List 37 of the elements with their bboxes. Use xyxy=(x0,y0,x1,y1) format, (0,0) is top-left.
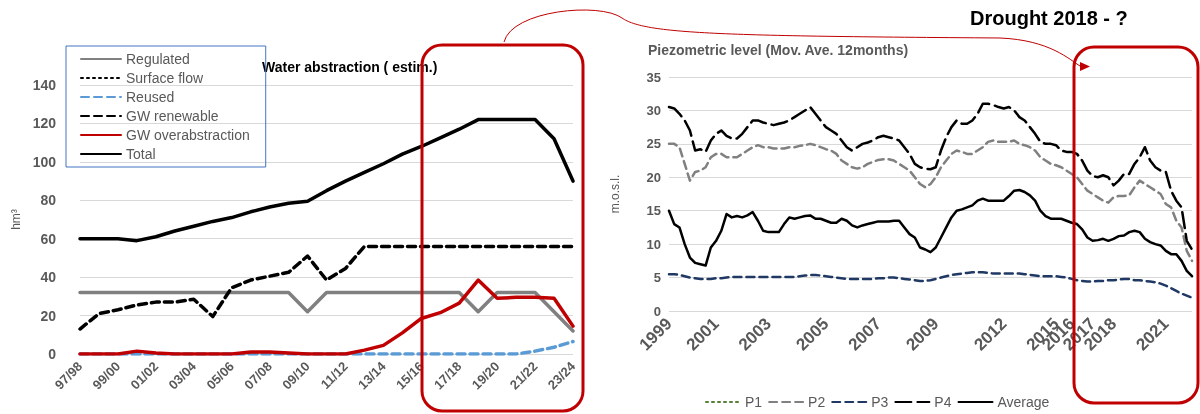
line-series xyxy=(667,139,1194,263)
y-axis-title: hm³ xyxy=(8,209,23,230)
legend-label: Total xyxy=(126,146,156,162)
legend-label: GW renewable xyxy=(126,108,219,124)
legend-label: Average xyxy=(997,394,1050,410)
legend-label: P1 xyxy=(745,394,763,410)
chart-title: Piezometric level (Mov. Ave. 12months) xyxy=(648,42,909,58)
y-tick-label: 20 xyxy=(646,169,661,185)
y-tick-label: 30 xyxy=(646,102,661,118)
y-tick-label: 140 xyxy=(32,77,57,93)
y-tick-label: 35 xyxy=(646,69,661,85)
legend-label: Reused xyxy=(126,89,175,105)
line-series xyxy=(667,102,1194,251)
legend-label: P3 xyxy=(871,394,889,410)
y-tick-label: 40 xyxy=(40,269,57,286)
line-series xyxy=(667,270,1194,299)
line-series xyxy=(78,278,575,356)
y-tick-label: 10 xyxy=(646,236,661,252)
y-tick-label: 100 xyxy=(32,153,57,170)
y-tick-label: 0 xyxy=(48,346,57,362)
y-tick-label: 25 xyxy=(646,136,661,152)
text: Drought 2018 - ? xyxy=(970,7,1128,29)
legend-label: P2 xyxy=(808,394,826,410)
legend-label: Surface flow xyxy=(126,70,204,86)
legend-label: P4 xyxy=(934,394,952,410)
y-tick-label: 60 xyxy=(40,230,57,247)
y-tick-label: 0 xyxy=(653,303,661,319)
y-tick-label: 80 xyxy=(40,192,57,209)
legend-label: GW overabstraction xyxy=(126,127,250,143)
line-series xyxy=(667,188,1194,278)
y-tick-label: 5 xyxy=(653,270,661,286)
y-tick-label: 15 xyxy=(646,203,661,219)
y-axis-title: m.o.s.l. xyxy=(608,174,622,214)
line-series xyxy=(78,244,575,331)
legend-label: Regulated xyxy=(126,51,190,67)
y-tick-label: 20 xyxy=(40,307,57,324)
y-tick-label: 120 xyxy=(32,115,57,132)
